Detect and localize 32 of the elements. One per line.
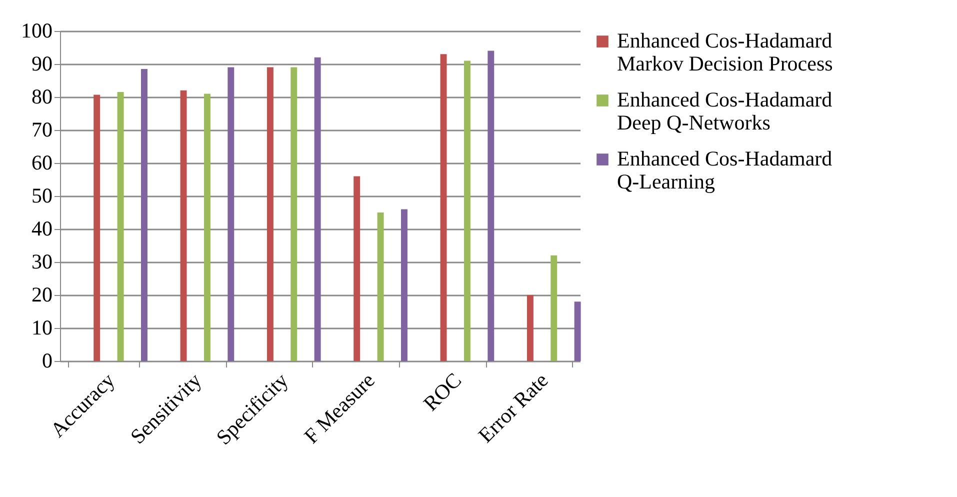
bar	[290, 67, 298, 361]
bar	[440, 54, 447, 361]
y-tick-label: 70	[32, 118, 52, 142]
legend-label: Enhanced Cos-Hadamard Deep Q-Networks	[617, 88, 833, 134]
bar	[204, 94, 210, 361]
bar	[117, 92, 124, 361]
bar	[401, 209, 408, 361]
y-tick-label: 40	[32, 216, 52, 240]
bar	[574, 302, 581, 361]
y-tick-label: 60	[32, 150, 52, 174]
bar	[94, 94, 100, 361]
legend-label: Enhanced Cos-Hadamard Q-Learning	[617, 146, 833, 194]
y-tick-label: 30	[32, 250, 52, 274]
bar	[314, 57, 321, 361]
y-tick-label: 10	[32, 316, 52, 340]
bar	[488, 50, 494, 361]
y-tick-label: 100	[21, 18, 52, 42]
bar	[266, 67, 274, 361]
y-tick-label: 50	[32, 184, 52, 208]
legend-label: Enhanced Cos-Hadamard Markov Decision Process	[617, 28, 833, 76]
y-tick-label: 0	[42, 348, 52, 372]
bar	[228, 67, 234, 361]
y-tick-label: 20	[32, 282, 52, 306]
bar	[141, 68, 148, 361]
bar	[377, 212, 384, 361]
bar	[180, 90, 187, 361]
bar	[354, 176, 360, 361]
bar	[526, 295, 534, 361]
y-tick-label: 90	[32, 52, 52, 76]
y-tick-label: 80	[32, 84, 52, 108]
bar	[464, 60, 470, 361]
bar	[550, 255, 558, 361]
